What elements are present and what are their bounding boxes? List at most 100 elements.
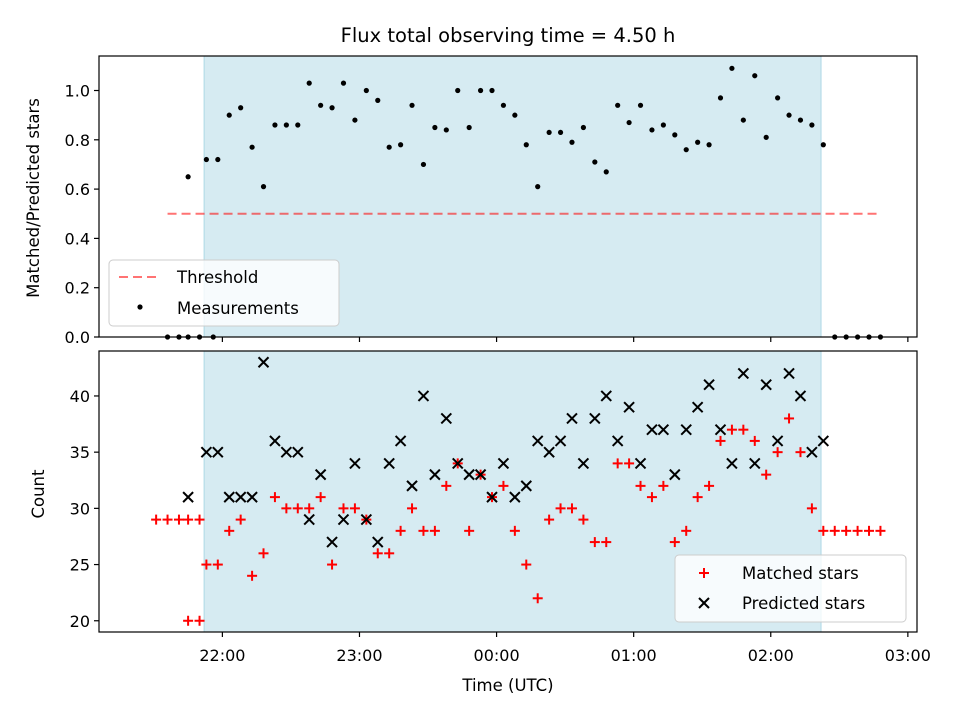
data-point: [173, 514, 184, 525]
data-point: [372, 548, 383, 559]
x-mark-b: [566, 412, 578, 425]
data-point: [726, 457, 738, 470]
y-tick-label: 30: [70, 499, 90, 518]
x-mark-b: [577, 457, 590, 470]
data-point: [786, 112, 792, 118]
data-point: [672, 132, 678, 138]
data-point: [407, 503, 418, 514]
bottom-panel: 20 25 30 35 40 22:00 23:00 00:00 01:00 02:00 03:00…: [70, 350, 931, 665]
data-point: [295, 122, 301, 128]
data-point: [771, 435, 784, 447]
x-mark-b: [200, 446, 213, 458]
x-mark-b: [589, 412, 601, 425]
data-point: [578, 514, 589, 525]
data-point: [546, 129, 552, 136]
data-point: [257, 356, 270, 368]
x-mark-b: [337, 513, 350, 526]
data-point: [612, 458, 623, 469]
data-point: [409, 102, 415, 108]
data-point: [238, 105, 244, 111]
data-point: [329, 105, 335, 111]
data-point: [535, 184, 541, 190]
legend-label-measurements: Measurements: [177, 299, 299, 318]
data-point: [269, 435, 281, 447]
data-point: [580, 124, 587, 131]
data-point: [338, 503, 349, 514]
data-point: [566, 412, 578, 425]
x-tick-label: 00:00: [474, 646, 520, 665]
data-point: [258, 548, 269, 559]
data-point: [489, 87, 495, 94]
data-point: [601, 537, 612, 548]
x-axis-label: Time (UTC): [461, 676, 553, 695]
data-point: [212, 559, 223, 570]
x-mark-b: [417, 390, 430, 402]
legend: Threshold Measurements: [108, 259, 340, 327]
data-point: [429, 525, 440, 536]
data-point: [818, 525, 829, 536]
data-point: [784, 413, 795, 424]
x-mark-b: [543, 446, 555, 458]
data-point: [466, 124, 472, 131]
data-point: [432, 124, 438, 131]
x-mark-b: [349, 457, 361, 470]
x-mark-b: [611, 435, 624, 447]
data-point: [691, 401, 704, 413]
data-point: [752, 73, 758, 79]
data-point: [417, 390, 430, 402]
x-mark-b: [737, 367, 750, 380]
data-point: [615, 102, 621, 108]
x-mark-b: [646, 423, 658, 436]
data-point: [512, 112, 518, 118]
data-point: [566, 503, 577, 514]
x-tick-label: 22:00: [199, 646, 245, 665]
data-point: [185, 174, 191, 180]
data-point: [592, 159, 598, 165]
data-point: [738, 424, 749, 435]
y-tick-label: 0.6: [65, 180, 90, 199]
data-point: [247, 570, 258, 581]
data-point: [429, 468, 441, 481]
data-point: [624, 458, 635, 469]
data-point: [384, 548, 395, 559]
data-point: [303, 513, 315, 526]
data-point: [783, 367, 795, 380]
data-point: [521, 559, 532, 570]
data-point: [224, 525, 235, 536]
data-point: [443, 127, 449, 133]
data-point: [441, 480, 452, 491]
data-point: [474, 468, 487, 481]
data-point: [760, 379, 772, 391]
data-point: [635, 480, 646, 491]
data-point: [194, 514, 205, 525]
legend-label-predicted: Predicted stars: [742, 594, 865, 613]
data-point: [657, 423, 670, 436]
x-mark-b: [771, 435, 784, 447]
data-point: [626, 119, 632, 126]
y-tick-label: 0.0: [65, 328, 90, 347]
data-point: [829, 525, 840, 536]
data-point: [215, 156, 221, 163]
data-point: [234, 491, 247, 503]
data-point: [841, 525, 852, 536]
x-mark-b: [383, 457, 395, 470]
data-point: [327, 559, 338, 570]
data-point: [669, 537, 680, 548]
x-mark-b: [749, 457, 761, 470]
data-point: [637, 102, 644, 108]
data-point: [817, 435, 830, 447]
top-panel: 0.0 0.2 0.4 0.6 0.8 1.0 Threshold Measurements: [65, 55, 918, 347]
data-point: [498, 480, 509, 491]
y-tick-label: 35: [70, 443, 90, 462]
data-point: [464, 525, 475, 536]
data-point: [394, 435, 407, 447]
x-mark-b: [497, 457, 510, 470]
x-mark-b: [182, 491, 194, 503]
legend-box: [674, 554, 907, 623]
x-mark-b: [406, 480, 418, 492]
data-point: [304, 503, 315, 514]
data-point: [509, 491, 521, 503]
data-point: [375, 97, 381, 103]
x-mark-b: [269, 435, 281, 447]
data-point: [269, 492, 280, 503]
